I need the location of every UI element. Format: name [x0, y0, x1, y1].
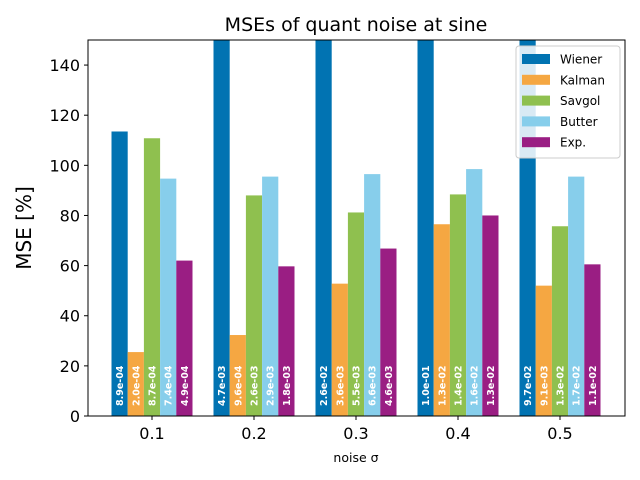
y-tick-label: 0 — [70, 407, 80, 426]
bar-value-label: 8.9e-04 — [115, 365, 126, 406]
legend-label: Kalman — [560, 73, 605, 87]
y-tick-label: 40 — [60, 307, 80, 326]
bar-value-label: 3.6e-03 — [335, 366, 346, 406]
y-tick-label: 140 — [49, 56, 80, 75]
bar-value-label: 2.9e-03 — [266, 366, 277, 406]
bar-wiener-0.1 — [111, 131, 128, 417]
bar-value-label: 2.6e-02 — [319, 366, 330, 406]
legend-swatch — [522, 74, 550, 85]
bar-butter-0.1 — [160, 178, 177, 416]
bar-wiener-0.3 — [315, 40, 332, 416]
bar-value-label: 9.6e-04 — [233, 365, 244, 406]
bar-butter-0.3 — [364, 174, 381, 416]
legend-swatch — [522, 95, 550, 106]
bar-value-label: 9.7e-02 — [523, 366, 534, 406]
bar-value-label: 1.1e-02 — [588, 366, 599, 406]
bar-value-label: 1.3e-02 — [556, 366, 567, 406]
y-axis-label: MSE [%] — [12, 186, 36, 270]
y-tick-label: 80 — [60, 206, 80, 225]
bar-value-label: 9.1e-03 — [539, 366, 550, 406]
bar-value-label: 5.5e-03 — [352, 366, 363, 406]
bar-value-label: 1.7e-02 — [572, 366, 583, 406]
bar-value-label: 1.6e-02 — [470, 366, 481, 406]
legend-swatch — [522, 54, 550, 64]
bar-labels-group: 8.9e-04 2.0e-04 8.7e-04 7.4e-04 4.9e-04 4.7e-… — [115, 365, 599, 406]
legend-label: Exp. — [560, 136, 586, 150]
bar-kalman-0.2 — [229, 335, 246, 416]
bar-exp-0.5 — [584, 264, 601, 416]
bar-value-label: 1.3e-02 — [437, 366, 448, 406]
bar-butter-0.4 — [466, 169, 483, 416]
bar-wiener-0.2 — [213, 40, 230, 416]
bar-value-label: 4.7e-03 — [217, 366, 228, 406]
x-tick-label: 0.3 — [343, 424, 368, 443]
x-tick-label: 0.2 — [241, 424, 266, 443]
bar-value-label: 2.0e-04 — [131, 365, 142, 406]
bar-savgol-0.5 — [551, 226, 569, 416]
x-tick-label: 0.1 — [139, 424, 164, 443]
bar-value-label: 6.6e-03 — [368, 366, 379, 406]
bar-savgol-0.1 — [143, 138, 161, 416]
y-tick-label: 60 — [60, 257, 80, 276]
bar-savgol-0.4 — [449, 194, 467, 416]
y-tick-label: 120 — [49, 106, 80, 125]
bar-value-label: 1.0e-01 — [421, 366, 432, 406]
bar-value-label: 2.6e-03 — [250, 366, 261, 406]
legend: Wiener Kalman Savgol Butter Exp. — [515, 45, 621, 159]
bar-value-label: 4.6e-03 — [384, 366, 395, 406]
y-tick-label: 20 — [60, 357, 80, 376]
axes-group: 0 20 40 60 80 100 120 140 0.1 0.2 0.3 0.4 0.5 — [49, 39, 626, 443]
x-tick-label: 0.4 — [445, 424, 470, 443]
legend-swatch — [522, 137, 550, 148]
bar-savgol-0.3 — [347, 212, 365, 416]
bar-butter-0.5 — [568, 176, 585, 416]
bar-exp-0.3 — [380, 248, 397, 416]
bar-wiener-0.4 — [417, 40, 434, 416]
bar-value-label: 1.8e-03 — [282, 366, 293, 406]
bar-butter-0.2 — [262, 176, 279, 416]
legend-swatch — [522, 116, 550, 127]
x-axis-label: noise σ — [333, 450, 378, 465]
bar-exp-0.2 — [278, 266, 295, 416]
legend-label: Wiener — [560, 53, 602, 67]
bar-kalman-0.1 — [127, 352, 144, 416]
x-tick-label: 0.5 — [547, 424, 572, 443]
bar-value-label: 7.4e-04 — [164, 365, 175, 406]
bar-kalman-0.5 — [535, 285, 552, 416]
bar-exp-0.1 — [176, 260, 193, 416]
bar-value-label: 1.3e-02 — [486, 366, 497, 406]
y-tick-label: 100 — [49, 156, 80, 175]
bar-savgol-0.2 — [245, 195, 263, 416]
legend-box — [515, 45, 621, 159]
bar-value-label: 4.9e-04 — [180, 365, 191, 406]
bars-group — [111, 40, 601, 417]
legend-label: Butter — [560, 115, 598, 129]
bar-exp-0.4 — [482, 215, 499, 416]
bar-value-label: 1.4e-02 — [454, 366, 465, 406]
bar-value-label: 8.7e-04 — [148, 365, 159, 406]
bar-kalman-0.4 — [433, 224, 450, 416]
bar-kalman-0.3 — [331, 283, 348, 416]
legend-label: Savgol — [560, 94, 600, 108]
chart-title: MSEs of quant noise at sine — [225, 14, 488, 36]
